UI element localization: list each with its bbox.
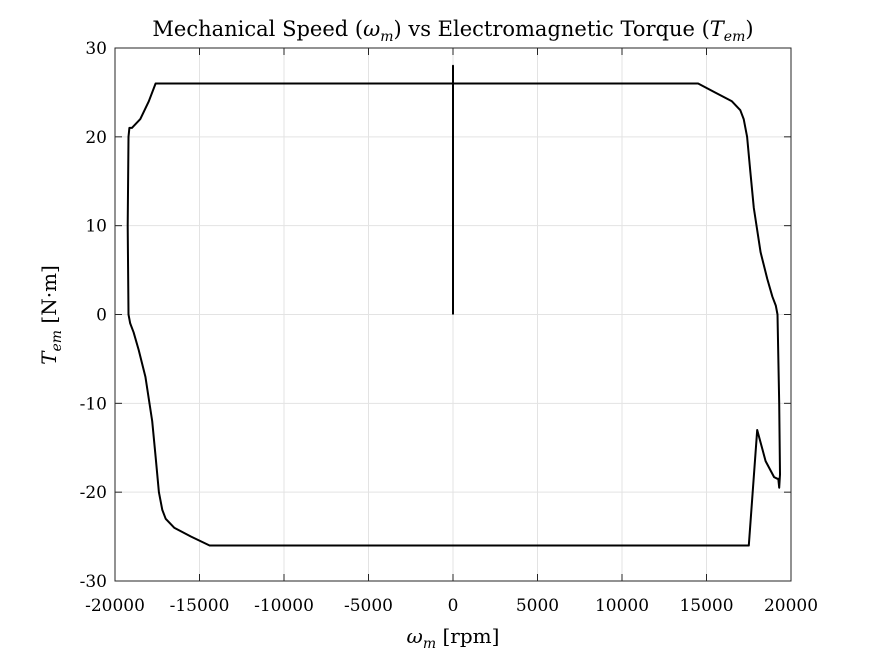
x-tick-label: 15000 (679, 596, 733, 616)
series-line-1 (126, 64, 781, 547)
x-tick-label: 20000 (764, 596, 818, 616)
speed-torque-trajectory (126, 64, 781, 547)
y-axis-label: Tem [N·m] (37, 265, 65, 365)
y-tick-label: -10 (80, 394, 107, 414)
x-tick-label: -15000 (170, 596, 230, 616)
y-tick-label: -20 (80, 483, 107, 503)
x-tick-label: -10000 (254, 596, 314, 616)
axis-ticks (114, 47, 792, 582)
chart-title: Mechanical Speed (ωm) vs Electromagnetic… (152, 17, 753, 45)
y-tick-label: -30 (80, 572, 107, 592)
x-tick-label: 5000 (516, 596, 559, 616)
x-tick-label: 0 (448, 596, 459, 616)
x-tick-labels: -20000 -15000 -10000 -5000 0 5000 10000 15000 20… (85, 596, 818, 616)
y-tick-label: 10 (85, 217, 107, 237)
x-tick-label: 10000 (595, 596, 649, 616)
y-tick-label: 20 (85, 128, 107, 148)
y-tick-label: 0 (96, 306, 107, 326)
y-tick-label: 30 (85, 39, 107, 59)
x-tick-label: -5000 (344, 596, 393, 616)
x-tick-label: -20000 (85, 596, 145, 616)
y-tick-labels: 30 20 10 0 -10 -20 -30 (80, 39, 107, 592)
x-axis-label: ωm [rpm] (407, 624, 500, 652)
